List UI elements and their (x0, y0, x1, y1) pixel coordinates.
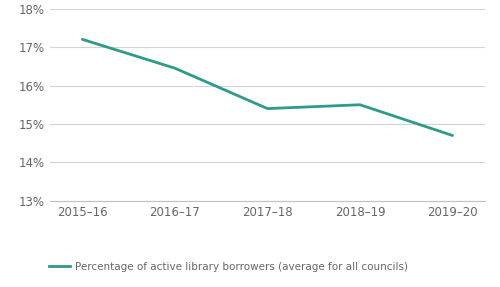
Legend: Percentage of active library borrowers (average for all councils): Percentage of active library borrowers (… (45, 258, 412, 276)
